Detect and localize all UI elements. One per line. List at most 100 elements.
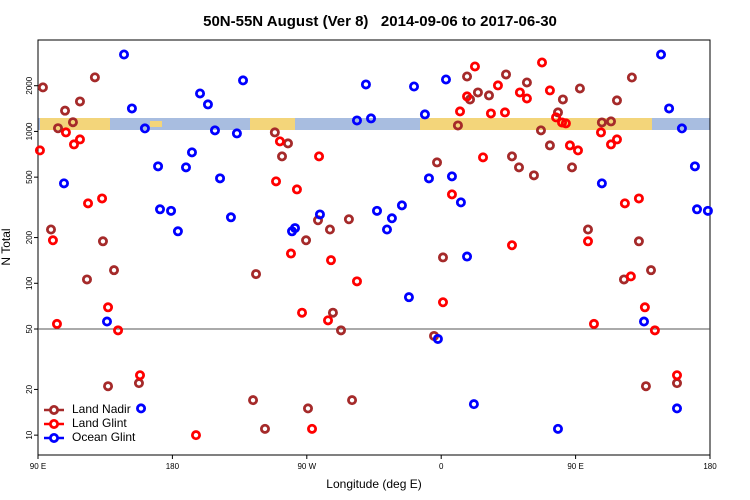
legend-marker [49, 418, 60, 429]
point [446, 189, 457, 200]
x-axis-label: Longitude (deg E) [326, 477, 421, 491]
point [113, 325, 124, 336]
point [274, 136, 285, 147]
point [302, 403, 313, 414]
point [638, 316, 649, 327]
point [325, 255, 336, 266]
point [625, 271, 636, 282]
point [432, 157, 443, 168]
x-tick-label: 90 E [30, 462, 46, 471]
point [248, 395, 259, 406]
point [409, 81, 420, 92]
point [67, 117, 78, 128]
point [172, 226, 183, 237]
point [195, 88, 206, 99]
point [119, 49, 130, 60]
y-tick-label: 2000 [25, 76, 34, 94]
point [155, 204, 166, 215]
y-tick-label: 50 [25, 324, 34, 333]
point [596, 117, 607, 128]
point [225, 212, 236, 223]
point [595, 127, 606, 138]
point [37, 82, 48, 93]
point [633, 236, 644, 247]
legend-marker [49, 404, 60, 415]
point [560, 118, 571, 129]
point [343, 214, 354, 225]
point [432, 333, 443, 344]
point [282, 138, 293, 149]
point [514, 162, 525, 173]
legend-label: Ocean Glint [72, 430, 136, 444]
point [136, 403, 147, 414]
point [186, 147, 197, 158]
point [462, 71, 473, 82]
point [153, 161, 164, 172]
point [403, 292, 414, 303]
point [45, 224, 56, 235]
plot-frame [37, 39, 711, 456]
point [134, 370, 145, 381]
point [290, 223, 301, 234]
x-tick-label: 180 [703, 462, 717, 471]
point [327, 307, 338, 318]
point [97, 193, 108, 204]
point [521, 77, 532, 88]
point [297, 307, 308, 318]
point [251, 269, 262, 280]
point [285, 248, 296, 259]
point [209, 125, 220, 136]
point [611, 95, 622, 106]
point [485, 108, 496, 119]
point [324, 224, 335, 235]
point [619, 198, 630, 209]
legend-marker [49, 432, 60, 443]
point [649, 325, 660, 336]
point [323, 315, 334, 326]
y-tick-label: 1000 [25, 122, 34, 140]
point [386, 213, 397, 224]
point [521, 93, 532, 104]
point [605, 116, 616, 127]
point [544, 140, 555, 151]
point [656, 49, 667, 60]
point [664, 103, 675, 114]
point [689, 161, 700, 172]
point [34, 145, 45, 156]
point [455, 106, 466, 117]
point [535, 125, 546, 136]
point [468, 399, 479, 410]
legend-label: Land Nadir [72, 402, 131, 416]
point [478, 152, 489, 163]
point [307, 423, 318, 434]
point [60, 105, 71, 116]
point [506, 240, 517, 251]
point [671, 403, 682, 414]
point [271, 176, 282, 187]
point [646, 265, 657, 276]
point [537, 57, 548, 68]
point [53, 123, 64, 134]
point [437, 297, 448, 308]
point [702, 205, 713, 216]
map-land [580, 118, 652, 130]
point [47, 235, 58, 246]
point [605, 139, 616, 150]
point [360, 79, 371, 90]
point [81, 274, 92, 285]
point [564, 140, 575, 151]
point [437, 252, 448, 263]
point [483, 90, 494, 101]
point [582, 236, 593, 247]
point [528, 170, 539, 181]
point [572, 145, 583, 156]
y-tick-label: 500 [25, 170, 34, 184]
point [452, 120, 463, 131]
point [551, 112, 562, 123]
point [692, 204, 703, 215]
point [596, 178, 607, 189]
point [499, 107, 510, 118]
point [89, 72, 100, 83]
point [58, 178, 69, 189]
